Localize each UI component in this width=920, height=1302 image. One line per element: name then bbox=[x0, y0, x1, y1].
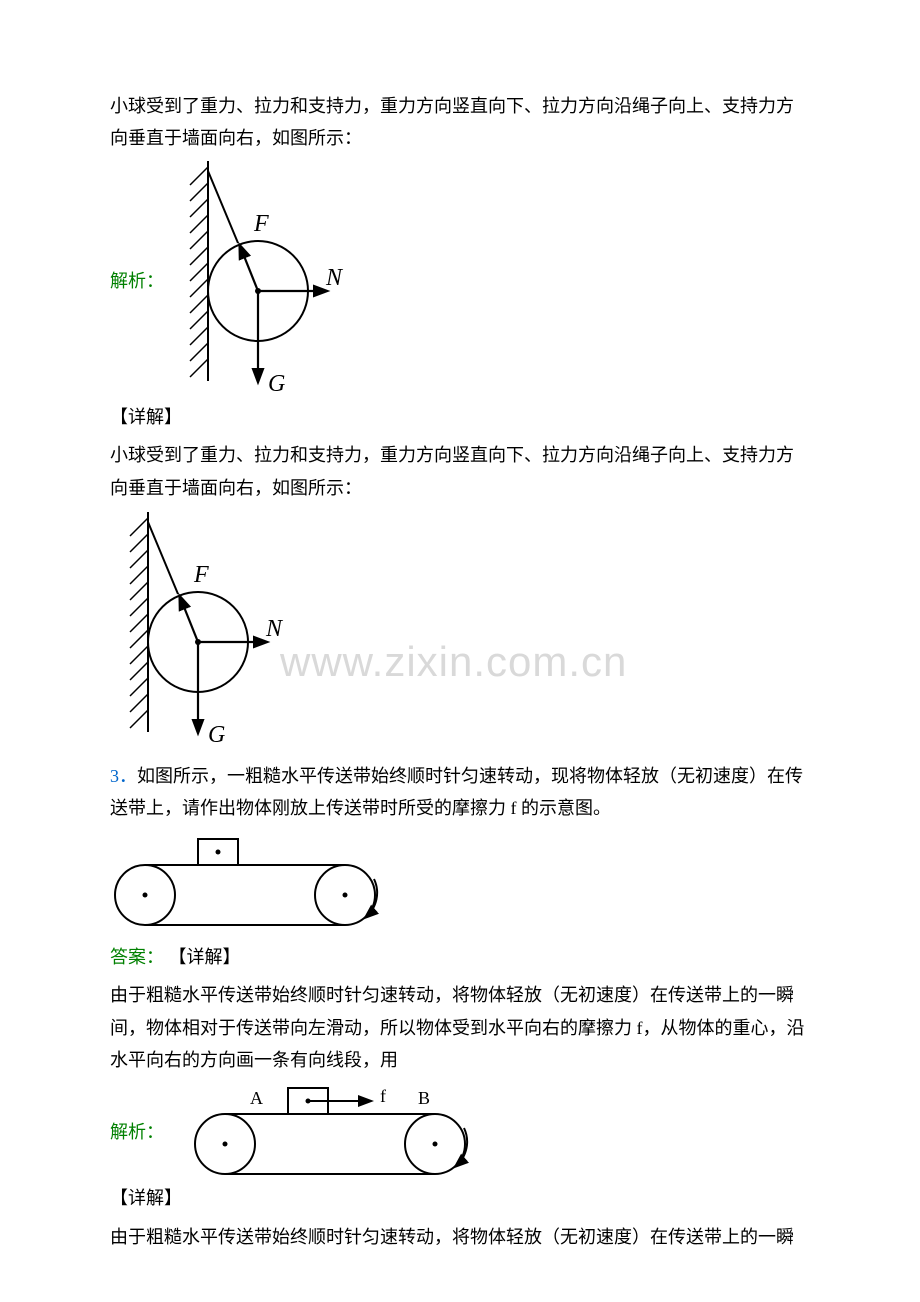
figure-belt-plain bbox=[110, 833, 410, 933]
question-3: 3．如图所示，一粗糙水平传送带始终顺时针匀速转动，现将物体轻放（无初速度）在传送… bbox=[110, 760, 810, 825]
svg-text:N: N bbox=[325, 265, 344, 291]
svg-text:F: F bbox=[193, 562, 209, 588]
intro-paragraph: 小球受到了重力、拉力和支持力，重力方向竖直向下、拉力方向沿绳子向上、支持力方向垂… bbox=[110, 90, 810, 155]
svg-text:F: F bbox=[253, 211, 269, 237]
q3-text: 如图所示，一粗糙水平传送带始终顺时针匀速转动，现将物体轻放（无初速度）在传送带上… bbox=[110, 766, 803, 818]
svg-text:A: A bbox=[250, 1088, 263, 1108]
label-analysis: 解析： bbox=[110, 265, 164, 297]
label-answer: 答案： bbox=[110, 947, 164, 967]
figure-ball-2: F N G bbox=[110, 512, 310, 752]
detail-label-3: 【详解】 bbox=[110, 1182, 810, 1214]
analysis-row-2: 解析： f A B bbox=[110, 1082, 810, 1182]
svg-text:N: N bbox=[265, 616, 284, 642]
q3-number: 3． bbox=[110, 766, 137, 786]
detail-label-1: 【详解】 bbox=[110, 401, 810, 433]
label-analysis-2: 解析： bbox=[110, 1116, 164, 1148]
svg-text:G: G bbox=[268, 371, 285, 397]
detail-label-2: 【详解】 bbox=[169, 947, 241, 967]
svg-text:f: f bbox=[380, 1086, 386, 1106]
detail-text-3: 由于粗糙水平传送带始终顺时针匀速转动，将物体轻放（无初速度）在传送带上的一瞬 bbox=[110, 1221, 810, 1253]
figure-belt-labeled: f A B bbox=[170, 1082, 510, 1182]
answer-row: 答案： 【详解】 bbox=[110, 941, 810, 973]
detail-text-1: 小球受到了重力、拉力和支持力，重力方向竖直向下、拉力方向沿绳子向上、支持力方向垂… bbox=[110, 439, 810, 504]
svg-text:B: B bbox=[418, 1088, 430, 1108]
analysis-row-1: 解析： bbox=[110, 161, 810, 401]
svg-text:G: G bbox=[208, 722, 225, 748]
answer-text: 由于粗糙水平传送带始终顺时针匀速转动，将物体轻放（无初速度）在传送带上的一瞬间，… bbox=[110, 979, 810, 1076]
figure-ball-1: F N G bbox=[170, 161, 370, 401]
